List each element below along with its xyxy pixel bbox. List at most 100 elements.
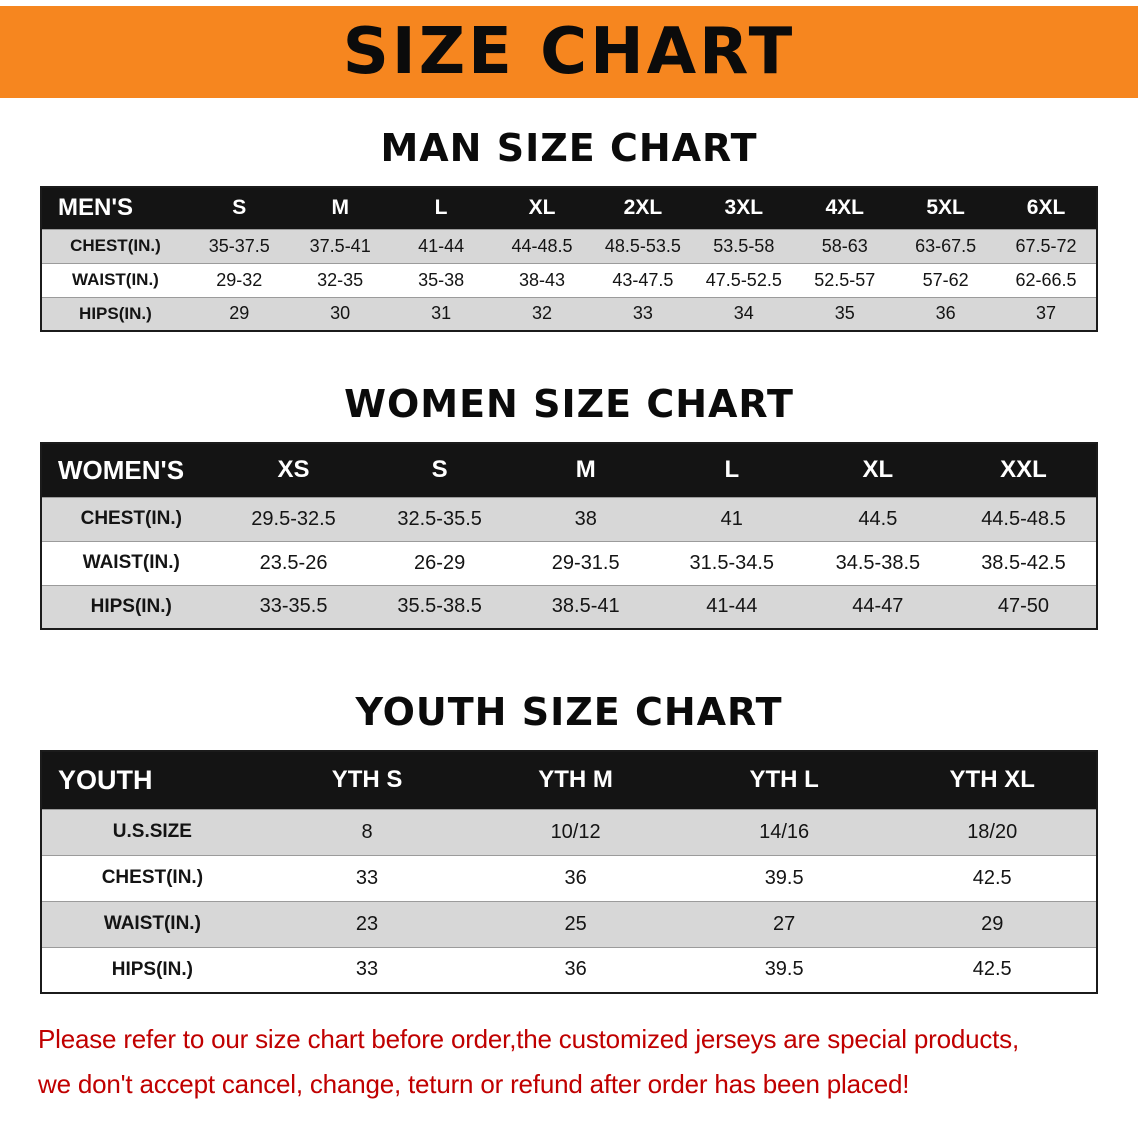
value-cell: 33: [262, 854, 472, 901]
disclaimer-note: Please refer to our size chart before or…: [0, 1020, 1138, 1110]
value-cell: 36: [471, 946, 680, 993]
value-cell: 31.5-34.5: [658, 540, 805, 585]
youth-section-heading: YOUTH SIZE CHART: [355, 690, 783, 734]
value-cell: 41-44: [658, 584, 805, 629]
value-cell: 44-47: [804, 584, 951, 629]
value-cell: 41: [658, 496, 805, 541]
size-header-cell: 6XL: [996, 187, 1097, 229]
value-cell: 48.5-53.5: [592, 228, 694, 263]
banner-title: SIZE CHART: [342, 15, 796, 89]
size-header-cell: 3XL: [693, 187, 795, 229]
value-cell: 32.5-35.5: [366, 496, 513, 541]
table-row: CHEST(IN.) 29.5-32.5 32.5-35.5 38 41 44.5 44.5…: [41, 496, 1097, 541]
value-cell: 39.5: [679, 854, 889, 901]
value-cell: 29.5-32.5: [220, 496, 367, 541]
value-cell: 23.5-26: [220, 540, 367, 585]
size-header-cell: L: [390, 187, 492, 229]
value-cell: 35.5-38.5: [366, 584, 513, 629]
value-cell: 36: [895, 296, 997, 331]
value-cell: 31: [390, 296, 492, 331]
table-title-cell: MEN'S: [41, 187, 189, 229]
value-cell: 29: [188, 296, 290, 331]
table-row: CHEST(IN.) 33 36 39.5 42.5: [41, 854, 1097, 901]
table-row: WAIST(IN.) 29-32 32-35 35-38 38-43 43-47.5 47.…: [41, 262, 1097, 297]
value-cell: 62-66.5: [996, 262, 1097, 297]
value-cell: 37: [996, 296, 1097, 331]
value-cell: 57-62: [895, 262, 997, 297]
table-row: U.S.SIZE 8 10/12 14/16 18/20: [41, 808, 1097, 855]
size-header-cell: S: [188, 187, 290, 229]
value-cell: 29-31.5: [512, 540, 659, 585]
men-section-heading: MAN SIZE CHART: [380, 126, 758, 170]
table-row: HIPS(IN.) 33-35.5 35.5-38.5 38.5-41 41-44 44-…: [41, 584, 1097, 629]
value-cell: 38: [512, 496, 659, 541]
value-cell: 38.5-41: [512, 584, 659, 629]
size-header-cell: 5XL: [895, 187, 997, 229]
row-label-cell: WAIST(IN.): [41, 900, 263, 947]
value-cell: 32-35: [289, 262, 391, 297]
row-label-cell: CHEST(IN.): [41, 854, 263, 901]
value-cell: 32: [491, 296, 593, 331]
value-cell: 43-47.5: [592, 262, 694, 297]
row-label-cell: U.S.SIZE: [41, 808, 263, 855]
value-cell: 33: [262, 946, 472, 993]
size-header-cell: YTH S: [262, 751, 472, 809]
row-label-cell: HIPS(IN.): [41, 946, 263, 993]
value-cell: 30: [289, 296, 391, 331]
value-cell: 42.5: [888, 946, 1097, 993]
value-cell: 27: [679, 900, 889, 947]
value-cell: 67.5-72: [996, 228, 1097, 263]
men-size-table: MEN'S S M L XL 2XL 3XL 4XL 5XL 6XL CHEST(IN.) 35-37…: [40, 186, 1098, 332]
table-row: WAIST(IN.) 23 25 27 29: [41, 900, 1097, 947]
value-cell: 34: [693, 296, 795, 331]
value-cell: 26-29: [366, 540, 513, 585]
size-header-cell: XL: [804, 443, 951, 497]
size-header-cell: M: [512, 443, 659, 497]
value-cell: 34.5-38.5: [804, 540, 951, 585]
size-header-cell: 2XL: [592, 187, 694, 229]
size-header-cell: S: [366, 443, 513, 497]
size-header-cell: XS: [220, 443, 367, 497]
value-cell: 44.5-48.5: [950, 496, 1097, 541]
value-cell: 14/16: [679, 808, 889, 855]
women-size-table: WOMEN'S XS S M L XL XXL CHEST(IN.) 29.5-32.5 32.5…: [40, 442, 1098, 630]
youth-size-table: YOUTH YTH S YTH M YTH L YTH XL U.S.SIZE 8 10/12…: [40, 750, 1098, 994]
value-cell: 35: [794, 296, 896, 331]
table-title-cell: WOMEN'S: [41, 443, 221, 497]
value-cell: 29-32: [188, 262, 290, 297]
value-cell: 63-67.5: [895, 228, 997, 263]
women-section-heading: WOMEN SIZE CHART: [344, 382, 794, 426]
value-cell: 58-63: [794, 228, 896, 263]
size-chart-banner: SIZE CHART: [0, 6, 1138, 98]
size-header-cell: YTH XL: [888, 751, 1097, 809]
value-cell: 39.5: [679, 946, 889, 993]
size-header-cell: YTH M: [471, 751, 680, 809]
size-header-cell: XXL: [950, 443, 1097, 497]
value-cell: 35-37.5: [188, 228, 290, 263]
size-header-cell: M: [289, 187, 391, 229]
value-cell: 41-44: [390, 228, 492, 263]
value-cell: 36: [471, 854, 680, 901]
value-cell: 33-35.5: [220, 584, 367, 629]
value-cell: 29: [888, 900, 1097, 947]
value-cell: 44-48.5: [491, 228, 593, 263]
table-row: HIPS(IN.) 29 30 31 32 33 34 35 36 37: [41, 296, 1097, 331]
value-cell: 8: [262, 808, 472, 855]
table-header-row: MEN'S S M L XL 2XL 3XL 4XL 5XL 6XL: [41, 187, 1097, 229]
value-cell: 42.5: [888, 854, 1097, 901]
value-cell: 10/12: [471, 808, 680, 855]
row-label-cell: HIPS(IN.): [41, 296, 189, 331]
value-cell: 23: [262, 900, 472, 947]
table-header-row: YOUTH YTH S YTH M YTH L YTH XL: [41, 751, 1097, 809]
value-cell: 18/20: [888, 808, 1097, 855]
row-label-cell: HIPS(IN.): [41, 584, 221, 629]
size-header-cell: XL: [491, 187, 593, 229]
value-cell: 25: [471, 900, 680, 947]
disclaimer-line-2: we don't accept cancel, change, teturn o…: [38, 1069, 910, 1099]
table-title-cell: YOUTH: [41, 751, 263, 809]
table-header-row: WOMEN'S XS S M L XL XXL: [41, 443, 1097, 497]
size-header-cell: 4XL: [794, 187, 896, 229]
row-label-cell: WAIST(IN.): [41, 540, 221, 585]
value-cell: 37.5-41: [289, 228, 391, 263]
row-label-cell: CHEST(IN.): [41, 228, 189, 263]
